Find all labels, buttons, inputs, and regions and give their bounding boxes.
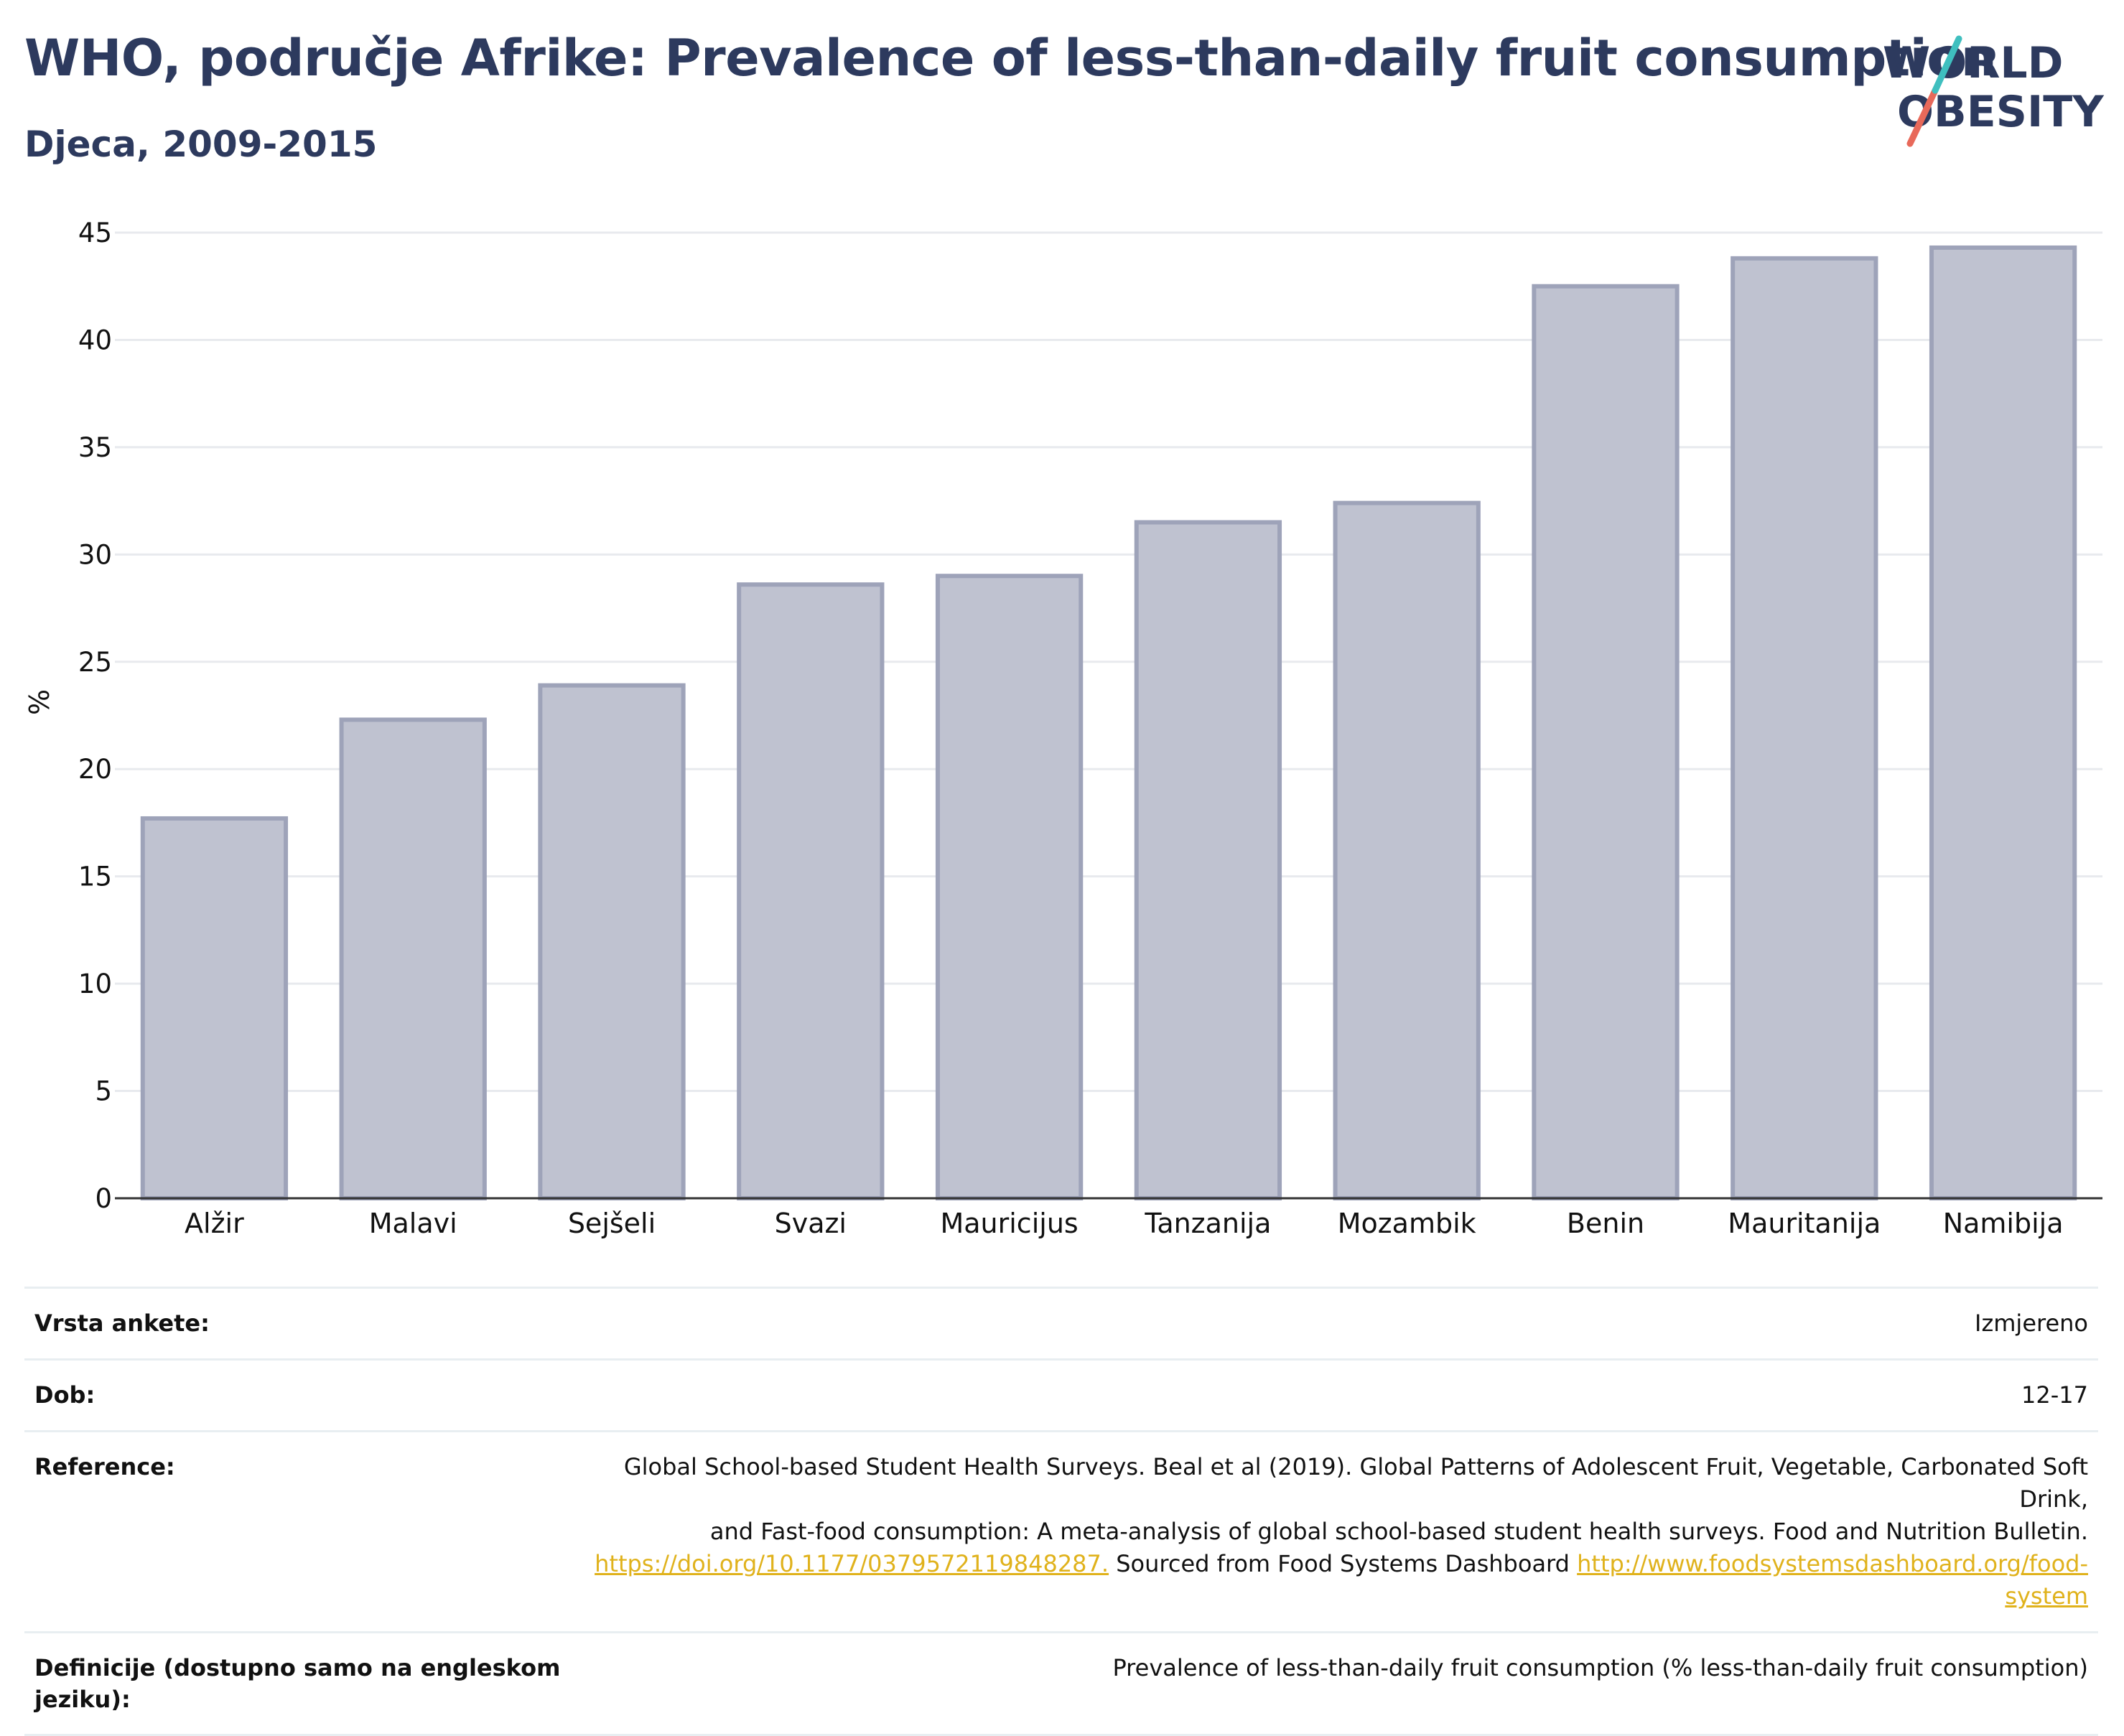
y-axis-label: % bbox=[24, 689, 55, 715]
bar-layer bbox=[140, 245, 2077, 1201]
doi-link[interactable]: https://doi.org/10.1177/0379572119848287… bbox=[595, 1550, 1109, 1577]
x-tick-label: Mauritanija bbox=[1728, 1208, 1881, 1239]
y-tick-label: 45 bbox=[78, 218, 112, 248]
reference-line2: and Fast-food consumption: A meta-analys… bbox=[709, 1518, 2088, 1545]
chart-title: WHO, područje Afrike: Prevalence of less… bbox=[24, 29, 1997, 88]
bar[interactable] bbox=[737, 582, 885, 1200]
reference-mid-text: Sourced from Food Systems Dashboard bbox=[1109, 1550, 1578, 1577]
bar[interactable] bbox=[1929, 245, 2077, 1200]
x-tick-label: Benin bbox=[1567, 1208, 1644, 1239]
x-tick-label: Svazi bbox=[775, 1208, 847, 1239]
y-tick-label: 20 bbox=[78, 754, 112, 785]
bar[interactable] bbox=[339, 717, 487, 1200]
info-table: Vrsta ankete: Izmjereno Dob: 12-17 Refer… bbox=[24, 1287, 2098, 1736]
reference-value: Global School-based Student Health Surve… bbox=[562, 1451, 2088, 1613]
info-row-survey-type: Vrsta ankete: Izmjereno bbox=[24, 1287, 2098, 1358]
x-tick-label: Mozambik bbox=[1338, 1208, 1476, 1239]
y-tick-label: 15 bbox=[78, 862, 112, 892]
y-tick-label: 35 bbox=[78, 432, 112, 463]
info-row-reference: Reference: Global School-based Student H… bbox=[24, 1430, 2098, 1631]
age-label: Dob: bbox=[34, 1381, 96, 1409]
definitions-value: Prevalence of less-than-daily fruit cons… bbox=[1112, 1654, 2088, 1681]
x-tick-label: Tanzanija bbox=[1144, 1208, 1271, 1239]
bar[interactable] bbox=[538, 683, 686, 1200]
x-tick-label: Malavi bbox=[369, 1208, 457, 1239]
bar[interactable] bbox=[1134, 520, 1282, 1200]
y-tick-label: 25 bbox=[78, 647, 112, 678]
y-tick-label: 40 bbox=[78, 325, 112, 355]
info-row-age: Dob: 12-17 bbox=[24, 1358, 2098, 1430]
dashboard-link[interactable]: http://www.foodsystemsdashboard.org/food… bbox=[1577, 1550, 2088, 1577]
x-tick-label: Alžir bbox=[185, 1208, 244, 1239]
x-tick-label: Mauricijus bbox=[940, 1208, 1078, 1239]
x-tick-label: Sejšeli bbox=[568, 1208, 656, 1239]
age-value: 12-17 bbox=[2021, 1381, 2088, 1409]
reference-line4: system bbox=[562, 1580, 2088, 1613]
y-tick-label: 30 bbox=[78, 539, 112, 570]
survey-type-value: Izmjereno bbox=[1975, 1310, 2088, 1337]
logo-slash-teal bbox=[1932, 35, 1962, 94]
reference-line1: Global School-based Student Health Surve… bbox=[623, 1453, 2088, 1513]
bar[interactable] bbox=[935, 574, 1084, 1200]
chart-subtitle: Djeca, 2009-2015 bbox=[24, 123, 378, 165]
bar[interactable] bbox=[1532, 284, 1680, 1201]
bar[interactable] bbox=[140, 816, 289, 1200]
reference-line3: https://doi.org/10.1177/0379572119848287… bbox=[562, 1548, 2088, 1580]
logo-line1: WORLD bbox=[1883, 38, 2063, 88]
bar[interactable] bbox=[1333, 500, 1481, 1201]
survey-type-label: Vrsta ankete: bbox=[34, 1310, 210, 1337]
definitions-label: Definicije (dostupno samo na engleskom j… bbox=[34, 1654, 561, 1713]
y-tick-label: 0 bbox=[95, 1183, 112, 1214]
world-obesity-logo: WORLD OBESITY bbox=[1883, 35, 2105, 147]
bar-chart: 0 5 10 15 20 25 30 35 40 45 Alžir Malavi Sejšeli Svaz… bbox=[24, 218, 2102, 1239]
dashboard-link-continued[interactable]: system bbox=[2005, 1582, 2088, 1610]
logo-slash-coral bbox=[1906, 87, 1939, 147]
info-row-definitions: Definicije (dostupno samo na engleskom j… bbox=[24, 1631, 2098, 1736]
y-tick-label: 10 bbox=[78, 969, 112, 999]
y-tick-label: 5 bbox=[95, 1076, 112, 1107]
x-tick-label: Namibija bbox=[1943, 1208, 2064, 1239]
axis-layer: 0 5 10 15 20 25 30 35 40 45 Alžir Malavi Sejšeli Svaz… bbox=[78, 218, 2102, 1239]
reference-label: Reference: bbox=[34, 1453, 175, 1480]
bar[interactable] bbox=[1731, 256, 1878, 1200]
